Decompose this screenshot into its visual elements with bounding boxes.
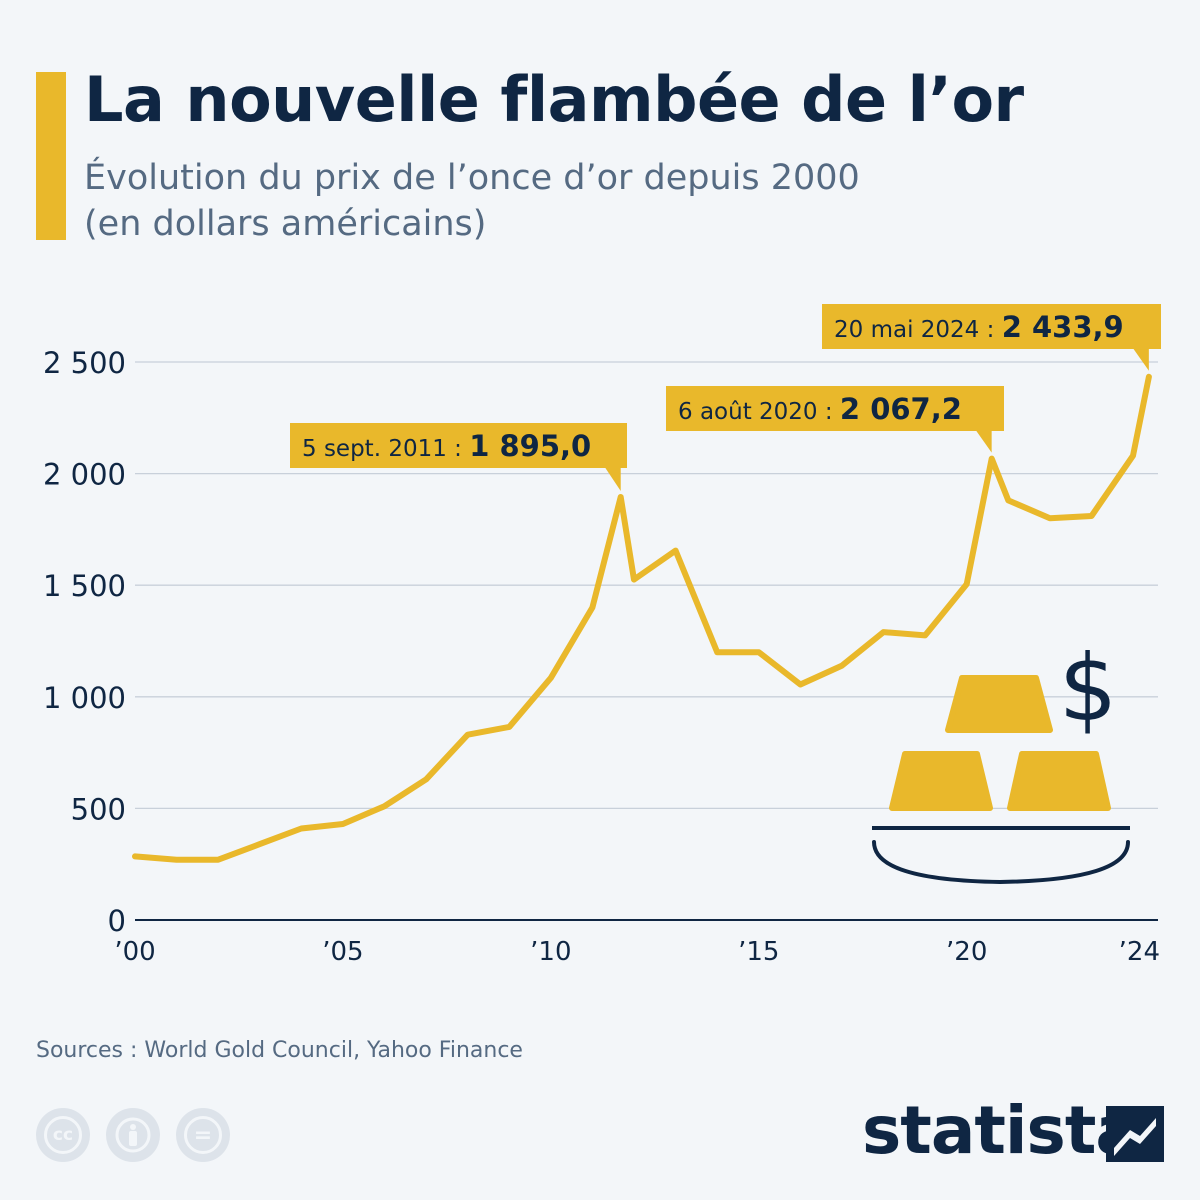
annotation-value: 1 895,0 — [469, 429, 591, 463]
annotation-date: 6 août 2020 : — [678, 399, 840, 425]
x-tick-label: ’20 — [946, 937, 987, 967]
annotation-date: 20 mai 2024 : — [834, 317, 1002, 343]
chart-title: La nouvelle flambée de l’or — [84, 63, 1024, 136]
no-derivatives-icon[interactable]: = — [176, 1108, 230, 1162]
cc-icon[interactable]: cc — [36, 1108, 90, 1162]
annotation-label: 5 sept. 2011 : 1 895,0 — [302, 429, 591, 463]
x-tick-label: ’24 — [1119, 937, 1160, 967]
dollar-sign-icon: $ — [1059, 635, 1118, 742]
annotation-callout: 6 août 2020 : 2 067,2 — [666, 386, 1004, 453]
subtitle-line-2: (en dollars américains) — [84, 204, 487, 244]
annotation-callout: 5 sept. 2011 : 1 895,0 — [290, 423, 627, 492]
annotation-value: 2 433,9 — [1002, 310, 1124, 344]
annotation-pointer — [604, 467, 621, 492]
annotation-label: 6 août 2020 : 2 067,2 — [678, 392, 962, 426]
y-tick-label: 2 000 — [43, 458, 126, 492]
y-tick-label: 0 — [108, 904, 126, 938]
y-tick-label: 500 — [71, 792, 126, 826]
source-note: Sources : World Gold Council, Yahoo Fina… — [36, 1038, 523, 1063]
y-tick-label: 1 500 — [43, 569, 126, 603]
annotation-box — [290, 423, 627, 468]
series-line-gold-price — [132, 373, 1152, 863]
annotations: 5 sept. 2011 : 1 895,0 6 août 2020 : 2 06… — [290, 304, 1161, 492]
annotation-pointer — [1132, 348, 1149, 371]
gold-bars-icon — [872, 675, 1130, 885]
accent-bar — [36, 72, 66, 240]
statista-logo-icon[interactable] — [1106, 1106, 1164, 1162]
statista-logo-text[interactable]: statista — [862, 1092, 1140, 1169]
annotation-callout: 20 mai 2024 : 2 433,9 — [822, 304, 1161, 371]
annotation-box — [666, 386, 1004, 431]
x-tick-label: ’15 — [738, 937, 779, 967]
x-tick-label: ’10 — [530, 937, 571, 967]
line-chart: 0 500 1 000 1 500 2 000 2 500 ’00 ’05 ’10 ’15 ’20… — [43, 304, 1161, 967]
x-tick-label: ’00 — [114, 937, 155, 967]
attribution-icon[interactable] — [106, 1108, 160, 1162]
annotation-pointer — [975, 430, 992, 453]
annotation-value: 2 067,2 — [840, 392, 962, 426]
y-axis-tick-labels: 0 500 1 000 1 500 2 000 2 500 — [43, 346, 126, 938]
y-tick-label: 1 000 — [43, 681, 126, 715]
x-tick-label: ’05 — [322, 937, 363, 967]
chart-subtitle: Évolution du prix de l’once d’or depuis … — [84, 155, 1084, 247]
license-icons: cc = — [36, 1108, 230, 1162]
annotation-box — [822, 304, 1161, 349]
annotation-date: 5 sept. 2011 : — [302, 436, 469, 462]
annotation-label: 20 mai 2024 : 2 433,9 — [834, 310, 1124, 344]
x-axis-tick-labels: ’00 ’05 ’10 ’15 ’20 ’24 — [114, 937, 1160, 967]
data-points — [134, 376, 1149, 860]
subtitle-line-1: Évolution du prix de l’once d’or depuis … — [84, 158, 860, 198]
y-tick-label: 2 500 — [43, 346, 126, 380]
